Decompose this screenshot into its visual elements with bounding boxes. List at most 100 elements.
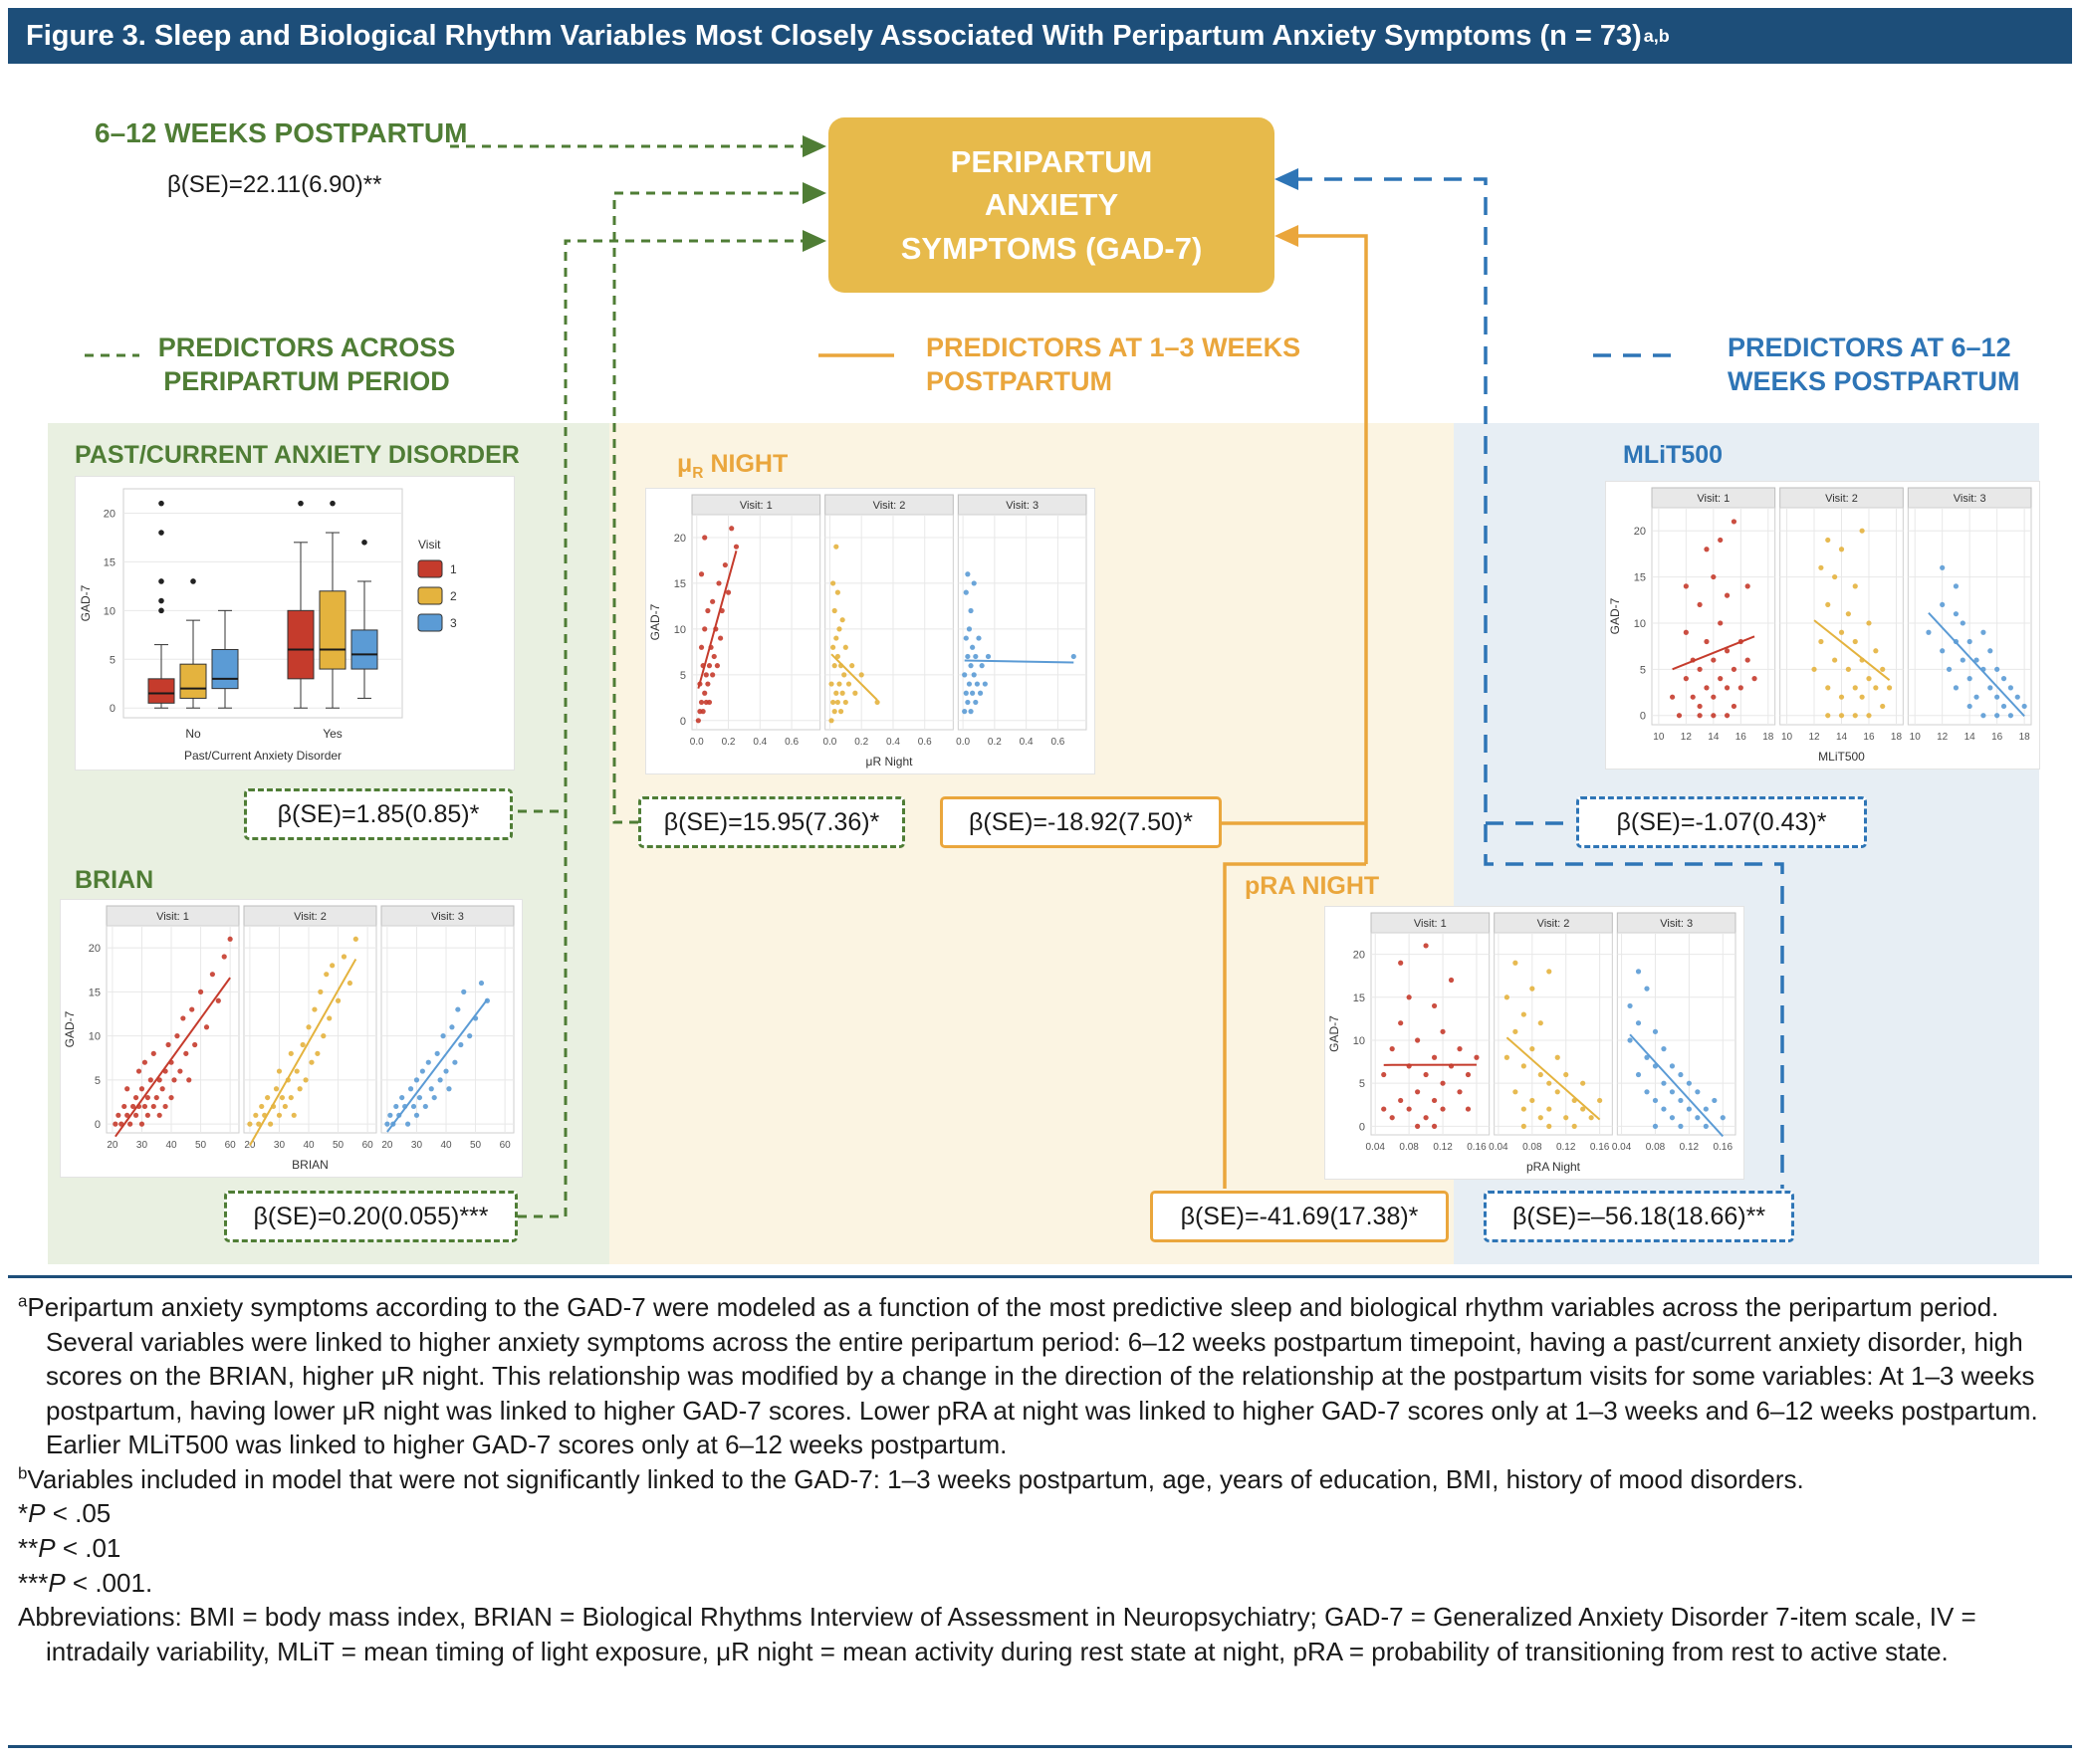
svg-text:0: 0 [680, 716, 686, 728]
svg-text:5: 5 [1359, 1078, 1365, 1090]
mur-night-scatter-chart: 0 5 10 15 20 GAD-7 Visit: 1 0.0 0.2 0.4 0.6 Visit: … [645, 488, 1095, 774]
svg-text:10: 10 [1634, 618, 1646, 630]
svg-text:Visit: 3: Visit: 3 [431, 911, 464, 923]
svg-text:0: 0 [95, 1119, 101, 1131]
significance-p05: *P < .05 [18, 1498, 112, 1529]
svg-text:10: 10 [1781, 732, 1793, 743]
brian-scatter-chart: 0 5 10 15 20 GAD-7 Visit: 1 20 30 40 50 60 Visit: 2 2… [60, 899, 523, 1178]
svg-text:20: 20 [104, 508, 116, 520]
svg-text:0.12: 0.12 [1680, 1142, 1700, 1153]
svg-text:Visit: 2: Visit: 2 [294, 911, 327, 923]
mur-night-across-beta-box: β(SE)=15.95(7.36)* [638, 796, 905, 848]
svg-text:15: 15 [1634, 572, 1646, 584]
svg-text:12: 12 [1808, 732, 1820, 743]
svg-text:50: 50 [195, 1140, 207, 1151]
mlit500-scatter-chart: 0 5 10 15 20 GAD-7 Visit: 1 10 12 14 16 18 Visit: 2 1… [1605, 481, 2040, 770]
footnotes: aPeripartum anxiety symptoms according t… [18, 1290, 2061, 1668]
svg-text:Visit: 3: Visit: 3 [1006, 500, 1039, 512]
svg-text:60: 60 [225, 1140, 237, 1151]
significance-p001: ***P < .001. [18, 1567, 153, 1598]
svg-text:pRA Night: pRA Night [1526, 1160, 1581, 1174]
svg-text:3: 3 [450, 616, 457, 630]
svg-text:15: 15 [89, 987, 101, 998]
svg-text:12: 12 [1681, 732, 1693, 743]
svg-text:GAD-7: GAD-7 [1327, 1015, 1341, 1052]
svg-text:10: 10 [1653, 732, 1665, 743]
svg-text:0.6: 0.6 [1050, 737, 1064, 748]
svg-text:0.2: 0.2 [722, 737, 736, 748]
pra-night-1-3-weeks-beta-box: β(SE)=-41.69(17.38)* [1150, 1191, 1449, 1242]
svg-text:14: 14 [1708, 732, 1720, 743]
svg-text:30: 30 [136, 1140, 148, 1151]
predictors-1-3-weeks-header: PREDICTORS AT 1–3 WEEKS POSTPARTUM [926, 332, 1301, 396]
pra-night-scatter-chart: 0 5 10 15 20 GAD-7 Visit: 1 0.04 0.08 0.12 0.16 Vis… [1324, 906, 1744, 1180]
svg-text:5: 5 [680, 670, 686, 682]
svg-text:0.04: 0.04 [1612, 1142, 1632, 1153]
svg-text:BRIAN: BRIAN [292, 1158, 329, 1172]
svg-text:1: 1 [450, 562, 457, 576]
gold-box-line2: ANXIETY [984, 187, 1119, 223]
svg-text:0.16: 0.16 [1590, 1142, 1610, 1153]
svg-text:0.4: 0.4 [1020, 737, 1034, 748]
svg-text:20: 20 [674, 533, 686, 545]
svg-text:0.0: 0.0 [690, 737, 704, 748]
svg-text:0.12: 0.12 [1433, 1142, 1453, 1153]
abbreviations: Abbreviations: BMI = body mass index, BR… [18, 1602, 1976, 1666]
svg-text:15: 15 [674, 578, 686, 590]
figure-title: Figure 3. Sleep and Biological Rhythm Va… [26, 19, 1642, 52]
svg-text:0.4: 0.4 [886, 737, 900, 748]
svg-text:0.08: 0.08 [1522, 1142, 1542, 1153]
svg-text:50: 50 [470, 1140, 482, 1151]
svg-text:0.2: 0.2 [988, 737, 1002, 748]
svg-text:0.2: 0.2 [854, 737, 868, 748]
svg-text:60: 60 [500, 1140, 512, 1151]
svg-text:60: 60 [362, 1140, 374, 1151]
svg-text:40: 40 [440, 1140, 452, 1151]
svg-text:14: 14 [1836, 732, 1848, 743]
svg-text:0.08: 0.08 [1399, 1142, 1419, 1153]
anxiety-disorder-section-title: PAST/CURRENT ANXIETY DISORDER [75, 441, 520, 469]
svg-text:0.6: 0.6 [918, 737, 932, 748]
pra-night-6-12-weeks-beta-box: β(SE)=–56.18(18.66)** [1484, 1191, 1794, 1242]
svg-text:20: 20 [1353, 950, 1365, 962]
svg-text:Visit: Visit [418, 538, 441, 551]
figure-title-bar: Figure 3. Sleep and Biological Rhythm Va… [8, 8, 2072, 64]
svg-text:18: 18 [1891, 732, 1903, 743]
gold-box-line3: SYMPTOMS (GAD-7) [900, 230, 1203, 266]
svg-text:Visit: 2: Visit: 2 [1825, 493, 1858, 505]
svg-text:16: 16 [1735, 732, 1747, 743]
svg-text:GAD-7: GAD-7 [648, 603, 662, 640]
svg-text:0.4: 0.4 [753, 737, 767, 748]
svg-text:0: 0 [1640, 711, 1646, 723]
svg-text:Visit: 1: Visit: 1 [1697, 493, 1730, 505]
svg-text:μR Night: μR Night [866, 755, 914, 769]
svg-text:40: 40 [303, 1140, 315, 1151]
six-twelve-weeks-beta: β(SE)=22.11(6.90)** [167, 171, 382, 198]
six-twelve-weeks-postpartum-label: 6–12 WEEKS POSTPARTUM [95, 117, 468, 148]
significance-p01: **P < .01 [18, 1533, 121, 1564]
footnote-b: bVariables included in model that were n… [18, 1463, 1804, 1494]
svg-text:Visit: 1: Visit: 1 [740, 500, 773, 512]
svg-text:No: No [185, 727, 201, 741]
brian-section-title: BRIAN [75, 866, 154, 894]
svg-text:0.08: 0.08 [1646, 1142, 1666, 1153]
gold-box-line1: PERIPARTUM [950, 143, 1153, 179]
svg-text:10: 10 [674, 624, 686, 636]
svg-text:10: 10 [104, 605, 116, 617]
svg-text:Visit: 2: Visit: 2 [1537, 918, 1570, 930]
svg-text:40: 40 [165, 1140, 177, 1151]
svg-text:18: 18 [2019, 732, 2031, 743]
mlit500-beta-box: β(SE)=-1.07(0.43)* [1576, 796, 1867, 848]
svg-text:0: 0 [1359, 1121, 1365, 1133]
svg-text:0.6: 0.6 [785, 737, 799, 748]
svg-text:GAD-7: GAD-7 [79, 584, 93, 621]
svg-text:MLiT500: MLiT500 [1818, 750, 1865, 764]
svg-text:16: 16 [1991, 732, 2003, 743]
svg-text:0.0: 0.0 [956, 737, 970, 748]
svg-text:15: 15 [1353, 992, 1365, 1004]
svg-text:18: 18 [1762, 732, 1774, 743]
peripartum-anxiety-symptoms-box: PERIPARTUM ANXIETY SYMPTOMS (GAD-7) [828, 117, 1274, 293]
svg-text:0.04: 0.04 [1366, 1142, 1386, 1153]
svg-text:Past/Current Anxiety Disorder: Past/Current Anxiety Disorder [184, 749, 342, 763]
